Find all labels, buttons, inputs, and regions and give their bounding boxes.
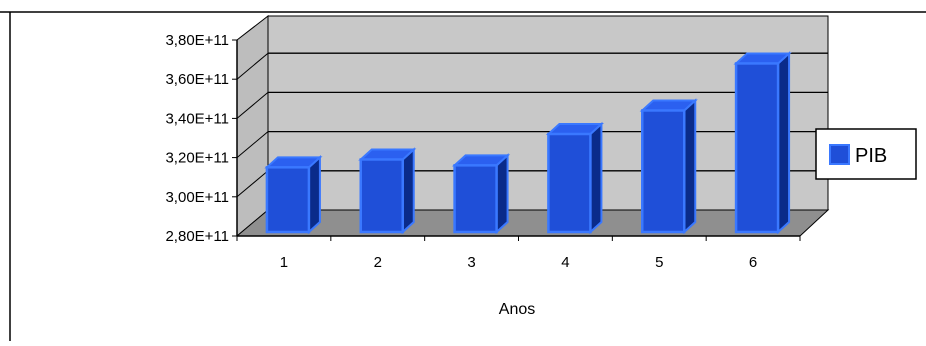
legend-label-pib: PIB [855, 145, 887, 167]
bar-top [358, 148, 417, 161]
y-tick-label: 3,20E+11 [165, 150, 229, 167]
legend-swatch [829, 144, 850, 165]
y-tick-label: 3,80E+11 [165, 32, 229, 49]
bar-front [734, 62, 780, 234]
bar-front [547, 132, 592, 234]
bar-top [264, 156, 323, 169]
bar-side [683, 98, 697, 235]
bar [451, 153, 511, 235]
gridline-wall [236, 131, 269, 158]
bar-front [359, 158, 404, 234]
bar [733, 51, 792, 235]
bar-top [451, 154, 511, 167]
x-tick-label: 5 [655, 254, 663, 271]
bar-top [545, 123, 605, 135]
bar-top [639, 99, 698, 112]
bar [639, 98, 698, 235]
bar-side [401, 147, 415, 235]
x-tick-label: 4 [561, 254, 569, 271]
x-axis-title: Anos [499, 301, 535, 318]
y-tick-label: 3,60E+11 [165, 71, 229, 88]
x-tick-label: 2 [374, 254, 382, 271]
y-tick-label: 3,00E+11 [165, 189, 229, 206]
bar-side [495, 153, 509, 235]
y-tick-label: 3,40E+11 [165, 110, 229, 127]
bar-front [453, 164, 498, 234]
bar-front [641, 109, 686, 234]
legend: PIB [815, 128, 917, 180]
gridline-wall [236, 52, 269, 80]
bar [545, 121, 605, 235]
y-tick-label: 2,80E+11 [165, 228, 229, 245]
bar-side [589, 121, 603, 235]
gridline-wall [236, 170, 269, 198]
chart-side-wall [236, 14, 269, 238]
bar-side [307, 155, 321, 235]
bar [264, 155, 323, 235]
bar-top [733, 52, 792, 65]
gridline-wall [236, 92, 269, 119]
x-tick-label: 6 [749, 254, 757, 271]
bar-front [265, 166, 311, 234]
x-tick-label: 1 [280, 254, 288, 271]
bar [358, 147, 417, 235]
x-tick-label: 3 [467, 254, 475, 271]
bar-side [777, 51, 791, 235]
